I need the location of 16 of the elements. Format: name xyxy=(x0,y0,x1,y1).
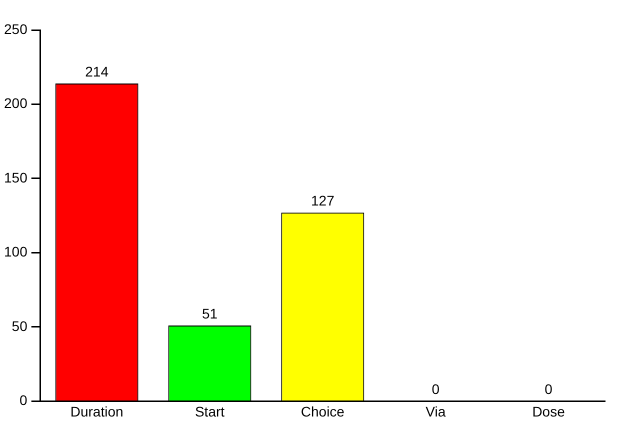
y-tick-label: 200 xyxy=(4,95,28,112)
x-tick-label: Duration xyxy=(70,403,124,420)
x-tick-label: Dose xyxy=(532,403,566,420)
x-tick-label: Via xyxy=(426,403,446,420)
data-label: 214 xyxy=(85,63,109,80)
y-tick-label: 100 xyxy=(4,244,28,260)
data-label: 51 xyxy=(202,305,218,322)
y-tick-label: 150 xyxy=(4,169,28,186)
data-label: 0 xyxy=(432,381,440,398)
x-tick-label: Choice xyxy=(300,403,345,420)
y-tick-label: 50 xyxy=(12,318,28,334)
data-label: 127 xyxy=(311,192,335,208)
x-tick-label: Start xyxy=(194,403,225,420)
y-tick-label: 0 xyxy=(20,392,28,408)
data-label: 0 xyxy=(544,381,553,398)
y-tick-label: 250 xyxy=(4,20,28,37)
